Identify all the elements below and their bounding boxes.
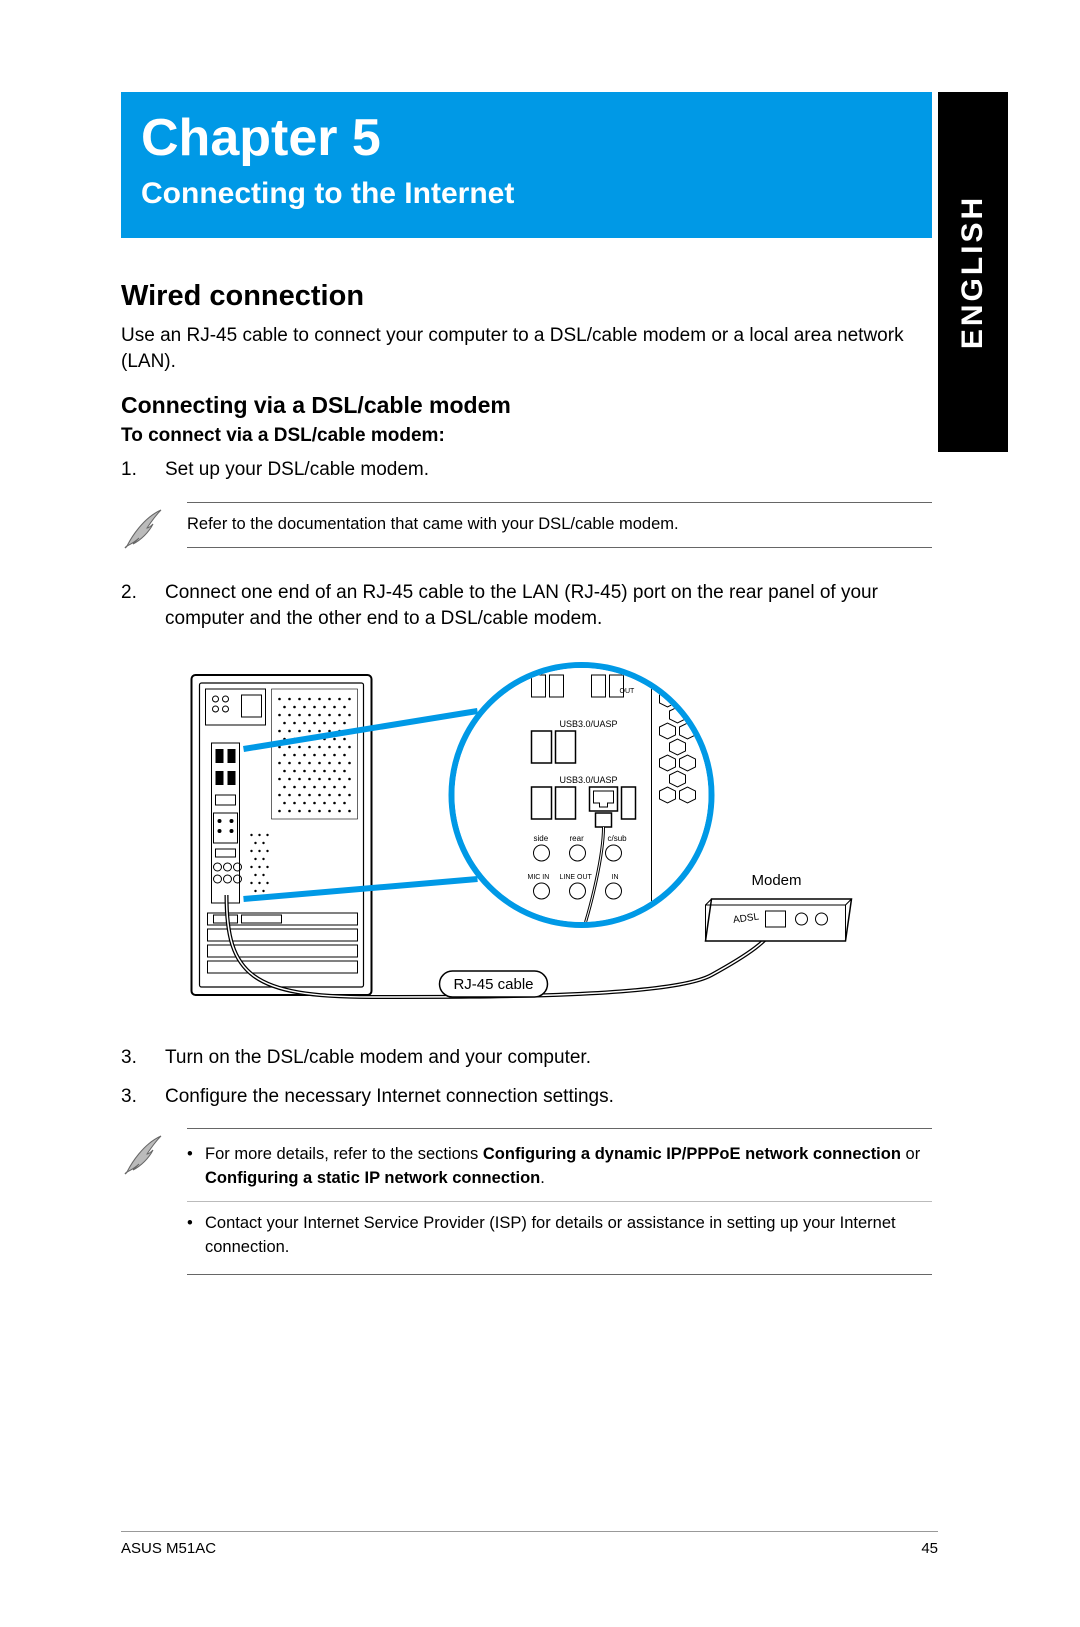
label-usb30a: USB3.0/UASP bbox=[560, 719, 618, 729]
connection-diagram: OUT USB3.0/UASP USB3.0/UASP side rear c/ bbox=[121, 645, 932, 1025]
chapter-subtitle: Connecting to the Internet bbox=[141, 177, 904, 211]
language-tab-text: ENGLISH bbox=[956, 195, 990, 349]
note2-line2: Contact your Internet Service Provider (… bbox=[187, 1212, 932, 1260]
modem-label: Modem bbox=[752, 872, 802, 889]
footer-product: ASUS M51AC bbox=[121, 1540, 216, 1557]
note2-line1: For more details, refer to the sections … bbox=[187, 1143, 932, 1191]
note-body-1: Refer to the documentation that came wit… bbox=[187, 502, 932, 548]
modem-icon: ADSL bbox=[706, 899, 852, 941]
cable-label: RJ-45 cable bbox=[453, 976, 533, 993]
quill-icon bbox=[121, 1130, 169, 1178]
note-block-2: For more details, refer to the sections … bbox=[121, 1128, 932, 1275]
footer: ASUS M51AC 45 bbox=[121, 1531, 938, 1557]
label-rear: rear bbox=[570, 834, 585, 843]
steps-list-2: 2. Connect one end of an RJ-45 cable to … bbox=[121, 580, 932, 633]
step-text: Configure the necessary Internet connect… bbox=[165, 1086, 614, 1107]
step-number: 3. bbox=[121, 1045, 137, 1072]
step-text: Turn on the DSL/cable modem and your com… bbox=[165, 1047, 591, 1068]
step-number: 1. bbox=[121, 457, 137, 484]
step-text: Set up your DSL/cable modem. bbox=[165, 459, 429, 480]
label-side: side bbox=[534, 834, 549, 843]
label-usb30b: USB3.0/UASP bbox=[560, 775, 618, 785]
pc-tower-icon bbox=[192, 675, 372, 995]
step-4: 3. Configure the necessary Internet conn… bbox=[121, 1084, 932, 1111]
note-body-2: For more details, refer to the sections … bbox=[187, 1128, 932, 1275]
step-text: Connect one end of an RJ-45 cable to the… bbox=[165, 582, 878, 630]
steps-list-3: 3. Turn on the DSL/cable modem and your … bbox=[121, 1045, 932, 1110]
quill-icon bbox=[121, 504, 169, 552]
section-intro: Use an RJ-45 cable to connect your compu… bbox=[121, 323, 932, 374]
steps-list: 1. Set up your DSL/cable modem. bbox=[121, 457, 932, 484]
sub-heading: Connecting via a DSL/cable modem bbox=[121, 392, 932, 419]
language-tab: ENGLISH bbox=[938, 92, 1008, 452]
sub-intro: To connect via a DSL/cable modem: bbox=[121, 425, 932, 447]
label-lineout: LINE OUT bbox=[560, 874, 593, 881]
label-in: IN bbox=[612, 874, 619, 881]
step-2: 2. Connect one end of an RJ-45 cable to … bbox=[121, 580, 932, 633]
note-text: Refer to the documentation that came wit… bbox=[187, 515, 679, 533]
chapter-header: Chapter 5 Connecting to the Internet bbox=[121, 92, 932, 238]
section-heading: Wired connection bbox=[121, 280, 932, 313]
page: Chapter 5 Connecting to the Internet ENG… bbox=[0, 0, 1080, 1627]
note-block-1: Refer to the documentation that came wit… bbox=[121, 502, 932, 552]
content: Wired connection Use an RJ-45 cable to c… bbox=[121, 280, 932, 1303]
step-number: 3. bbox=[121, 1084, 137, 1111]
label-csub: c/sub bbox=[608, 834, 628, 843]
step-1: 1. Set up your DSL/cable modem. bbox=[121, 457, 932, 484]
step-3: 3. Turn on the DSL/cable modem and your … bbox=[121, 1045, 932, 1072]
step-number: 2. bbox=[121, 580, 137, 607]
footer-page: 45 bbox=[921, 1540, 938, 1557]
label-mic: MIC IN bbox=[528, 874, 550, 881]
chapter-title: Chapter 5 bbox=[141, 110, 904, 167]
label-out: OUT bbox=[620, 688, 636, 695]
